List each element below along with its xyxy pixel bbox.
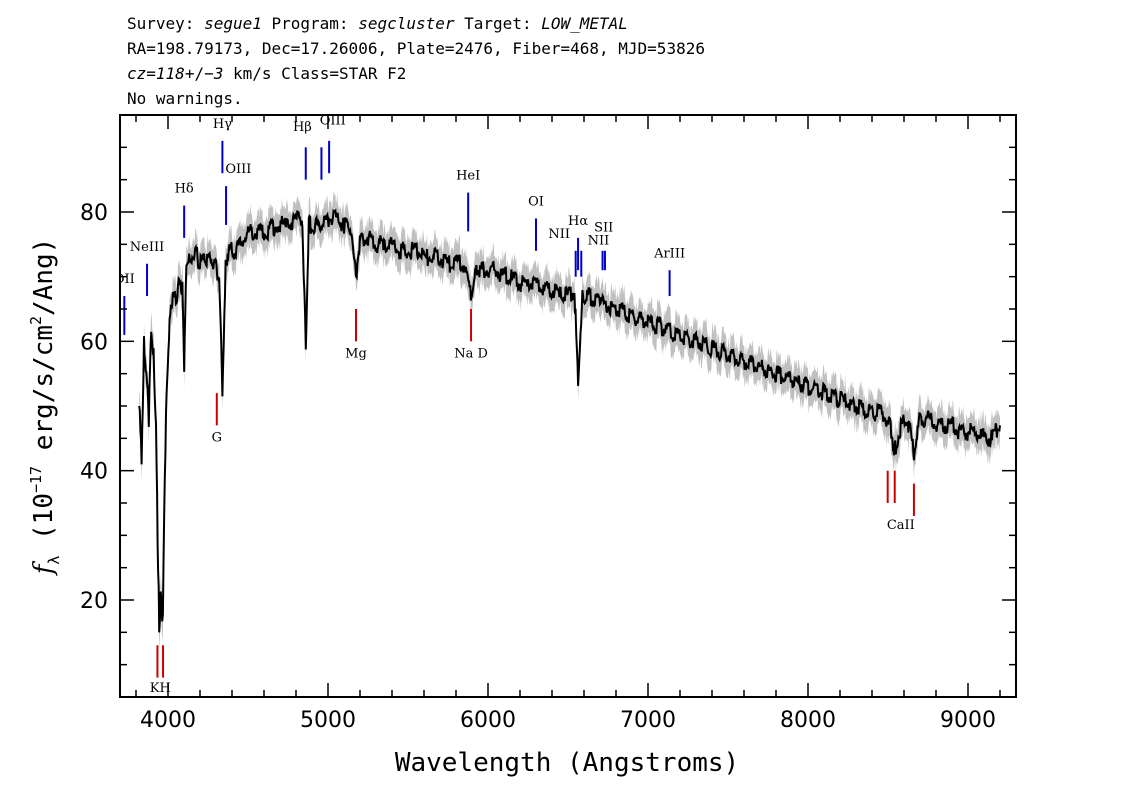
spectral-line-label: OIII [225,162,251,177]
spectral-line-label: HeI [456,169,480,184]
survey-value: segue1 [204,14,262,33]
y-tick-label: 40 [80,460,108,485]
spectral-line-label: Hα [568,214,588,229]
y-label-exp1: −17 [27,466,45,493]
cz-units-class: km/s Class=STAR F2 [223,64,406,83]
spectral-line-label: Na D [454,347,488,362]
cz-error: 3 [213,64,224,83]
spectral-line-label: CaII [887,518,915,533]
x-tick-label: 4000 [140,708,196,733]
spectral-line-label: OII [114,272,135,287]
spectral-line-label: OI [528,195,544,210]
header-line-3: cz=118+/−3 km/s Class=STAR F2 [127,64,406,83]
y-label-mid: erg/s/cm [29,325,59,466]
program-value: segcluster [358,14,455,33]
y-label-exp2: 2 [27,316,45,325]
y-tick-label: 20 [80,589,108,614]
cz-value: 118 [156,64,185,83]
cz-pm: +/− [185,64,214,83]
spectral-line-label: Hγ [213,117,232,132]
axes: 4000 5000 6000 7000 8000 9000 20 40 60 80 [80,114,1017,733]
x-tick-label: 9000 [940,708,996,733]
y-label-lambda: λ [45,556,63,565]
cz-eq: = [146,64,156,83]
y-tick-label: 80 [80,201,108,226]
survey-label: Survey: [127,14,204,33]
spectral-line-label: NII [588,233,610,248]
target-label: Target: [455,14,542,33]
x-tick-label: 5000 [300,708,356,733]
spectral-line-label: Mg [345,347,367,362]
y-axis-label: fλ (10−17 erg/s/cm2/Ang) [27,238,63,577]
target-value: LOW_METAL [541,14,628,33]
spectral-line-label: Hδ [175,182,194,197]
spectral-line-label: NII [548,227,570,242]
spectral-line-label: KH [150,681,171,696]
flux-line [138,208,1001,633]
spectral-line-label: Hβ [293,120,312,135]
y-label-pre: (10 [29,493,59,556]
spectral-line-label: G [212,431,222,446]
spectral-line-label: NeIII [130,240,164,255]
flux-error-band [139,192,1000,652]
spectral-line-label: SII [594,220,613,235]
header-line-2: RA=198.79173, Dec=17.26006, Plate=2476, … [127,39,705,58]
spectral-line-label: ArIII [653,246,685,261]
x-axis-label: Wavelength (Angstroms) [395,748,739,778]
cz-label: cz [127,64,146,83]
y-tick-label: 60 [80,330,108,355]
x-tick-label: 6000 [460,708,516,733]
spectral-line-label: OIII [320,114,346,129]
header-line-4: No warnings. [127,89,243,108]
x-tick-label: 8000 [780,708,836,733]
header-line-1: Survey: segue1 Program: segcluster Targe… [127,14,628,33]
y-label-post: /Ang) [29,238,59,316]
program-label: Program: [262,14,358,33]
x-tick-label: 7000 [620,708,676,733]
